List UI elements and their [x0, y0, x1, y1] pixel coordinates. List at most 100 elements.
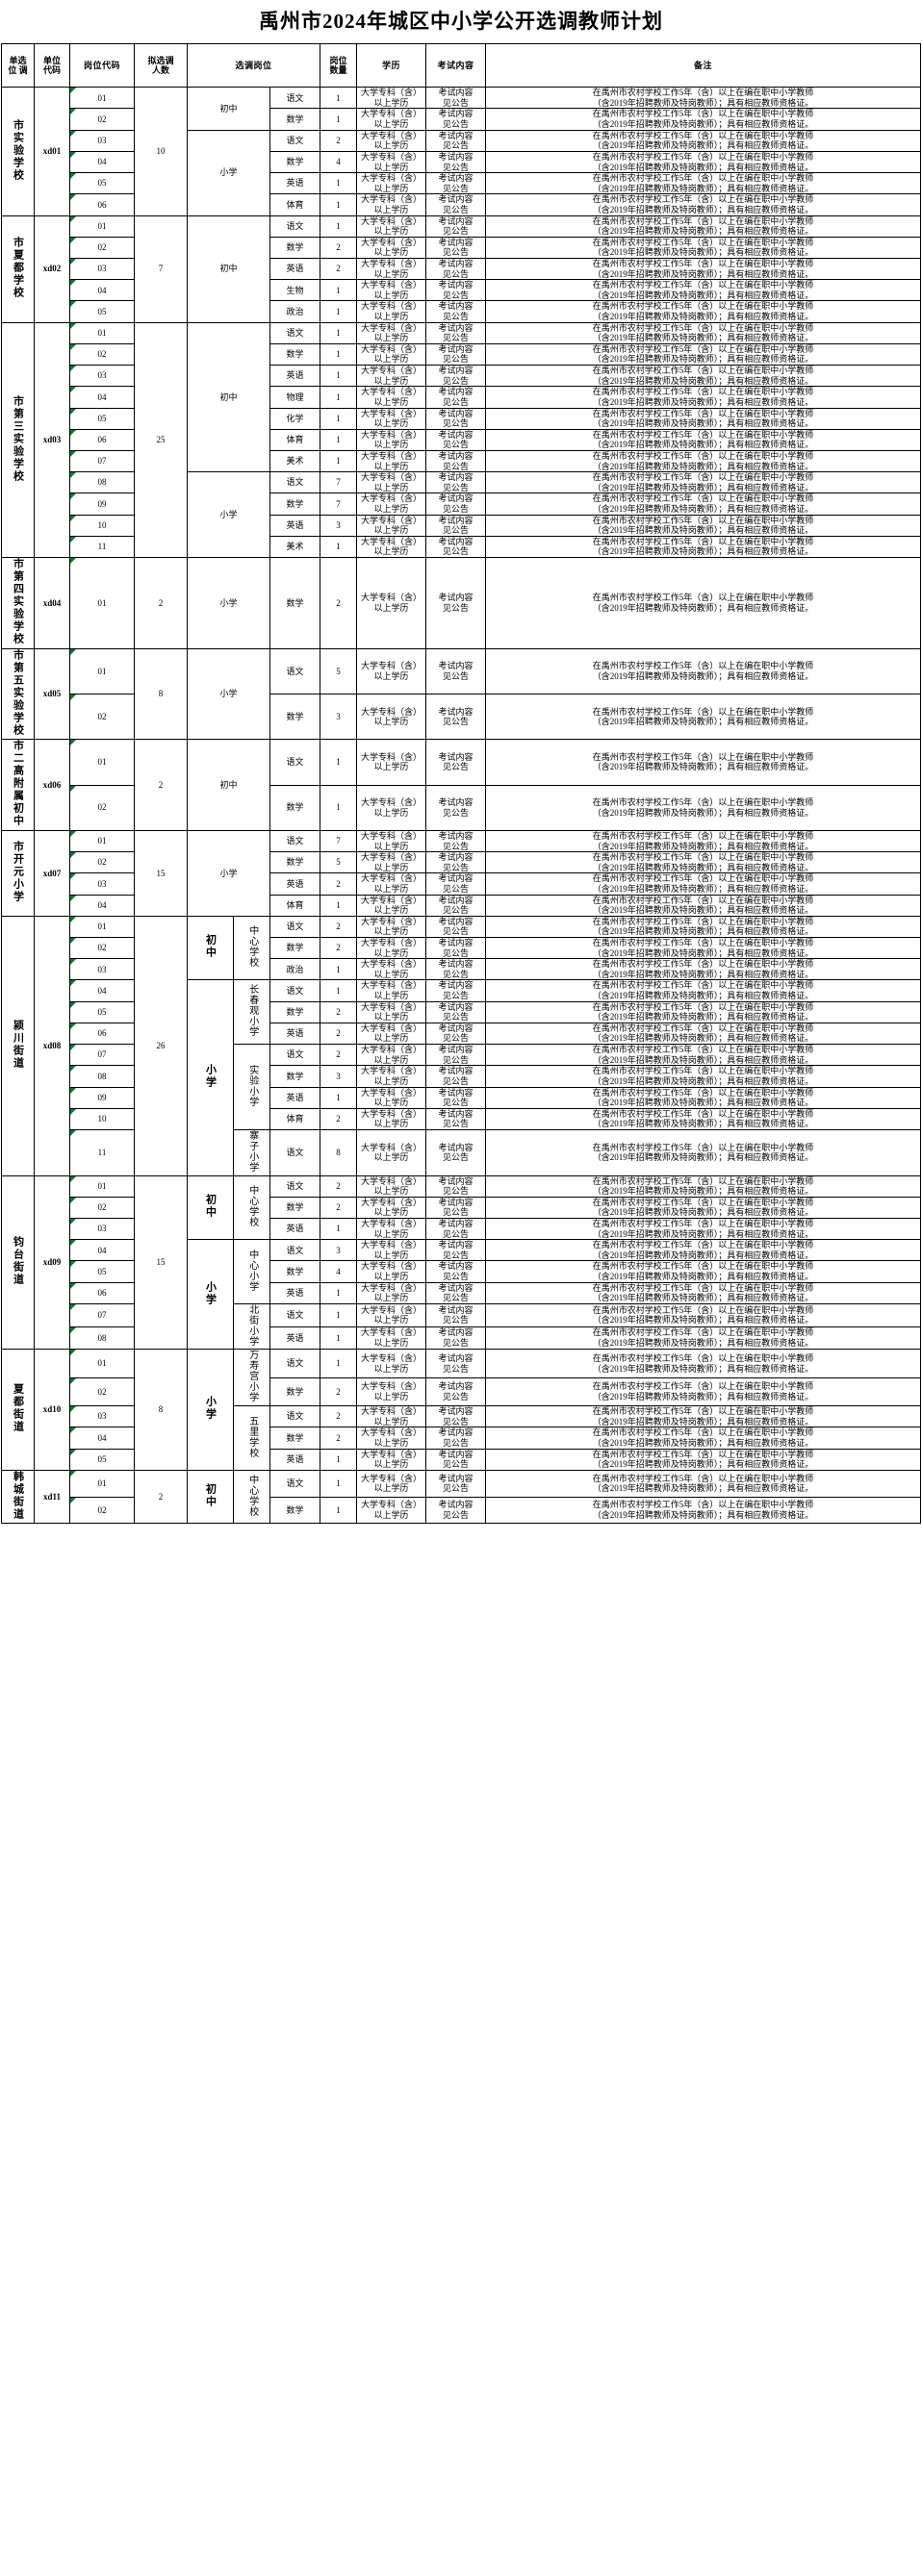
stage-cell: 初中 — [187, 1469, 234, 1525]
subject-cell: 数学 — [269, 108, 320, 131]
exam-content-cell: 考试内容 见公告 — [425, 1448, 486, 1471]
vertical-text: 中心学校 — [246, 925, 258, 969]
exam-content-cell: 考试内容 见公告 — [425, 428, 486, 451]
post-count-cell: 1 — [320, 535, 357, 559]
table-row: 03 政治 1 大学专科（含） 以上学历 考试内容 见公告 在禹州市农村学校工作5年（含）以上… — [2, 958, 921, 981]
subject-cell: 数学 — [269, 936, 320, 960]
education-l1: 大学专科（含） — [360, 237, 422, 247]
education-l1: 大学专科（含） — [360, 88, 422, 98]
table-row: 04 小学 中心小学 语文 3 大学专科（含） 以上学历 考试内容 见公告 在禹州市农村学校工作5… — [2, 1239, 921, 1351]
remark-l1: 在禹州市农村学校工作5年（含）以上在编在职中小学教师 — [592, 1045, 814, 1055]
vertical-text: 初中 — [204, 1194, 217, 1220]
remark-l1: 在禹州市农村学校工作5年（含）以上在编在职中小学教师 — [592, 1142, 814, 1152]
exam-content-cell: 考试内容 见公告 — [425, 1086, 486, 1109]
exam-l1: 考试内容 — [438, 1473, 474, 1483]
vertical-text: 中心学校 — [246, 1474, 258, 1517]
planned-count-cell: 15 — [134, 829, 188, 917]
education-cell: 大学专科（含） 以上学历 — [356, 342, 426, 366]
sub-school-cell: 长春观小学 — [233, 979, 270, 1046]
education-l2: 以上学历 — [373, 140, 409, 151]
remark-cell: 在禹州市农村学校工作5年（含）以上在编在职中小学教师 （含2019年招聘教师及特岗… — [485, 342, 921, 366]
education-l1: 大学专科（含） — [360, 343, 422, 354]
exam-l1: 考试内容 — [438, 1108, 474, 1119]
unit-code-cell: xd05 — [34, 647, 70, 741]
subject-cell: 数学 — [269, 1496, 320, 1525]
education-l2: 以上学历 — [373, 1152, 409, 1163]
education-l2: 以上学历 — [373, 97, 409, 108]
unit-code-cell: xd11 — [34, 1469, 70, 1525]
exam-content-cell: 考试内容 见公告 — [425, 851, 486, 874]
table-row: 03 英语 1 大学专科（含） 以上学历 考试内容 见公告 在禹州市农村学校工作5年（含）以上… — [2, 365, 921, 388]
exam-l1: 考试内容 — [438, 1406, 474, 1417]
education-l2: 以上学历 — [373, 602, 409, 613]
unit-code-cell: xd07 — [34, 829, 70, 917]
education-l2: 以上学历 — [373, 926, 409, 937]
exam-l1: 考试内容 — [438, 1282, 474, 1293]
remark-l1: 在禹州市农村学校工作5年（含）以上在编在职中小学教师 — [592, 706, 814, 717]
exam-l2: 见公告 — [442, 1054, 469, 1065]
education-cell: 大学专科（含） 以上学历 — [356, 1086, 426, 1109]
remark-l1: 在禹州市农村学校工作5年（含）以上在编在职中小学教师 — [592, 366, 814, 376]
education-cell: 大学专科（含） 以上学历 — [356, 428, 426, 451]
education-l2: 以上学历 — [373, 1315, 409, 1326]
remark-l1: 在禹州市农村学校工作5年（含）以上在编在职中小学教师 — [592, 593, 814, 603]
exam-l2: 见公告 — [442, 717, 469, 727]
education-cell: 大学专科（含） 以上学历 — [356, 108, 426, 131]
exam-content-cell: 考试内容 见公告 — [425, 386, 486, 409]
remark-cell: 在禹州市农村学校工作5年（含）以上在编在职中小学教师 （含2019年招聘教师及特岗… — [485, 1496, 921, 1525]
remark-l1: 在禹州市农村学校工作5年（含）以上在编在职中小学教师 — [592, 873, 814, 884]
vertical-text: 五里学校 — [246, 1415, 258, 1458]
education-cell: 大学专科（含） 以上学历 — [356, 365, 426, 388]
remark-l2: （含2019年招聘教师及特岗教师）；具有相应教师资格证。 — [592, 268, 814, 279]
post-count-cell: 1 — [320, 1302, 357, 1327]
table-row: 05 化学 1 大学专科（含） 以上学历 考试内容 见公告 在禹州市农村学校工作5年（含）以上… — [2, 407, 921, 430]
remark-cell: 在禹州市农村学校工作5年（含）以上在编在职中小学教师 （含2019年招聘教师及特岗… — [485, 1405, 921, 1428]
education-cell: 大学专科（含） 以上学历 — [356, 936, 426, 960]
exam-l1: 考试内容 — [438, 130, 474, 140]
education-l1: 大学专科（含） — [360, 1282, 422, 1293]
post-count-cell: 2 — [320, 1022, 357, 1046]
remark-cell: 在禹州市农村学校工作5年（含）以上在编在职中小学教师 （含2019年招聘教师及特岗… — [485, 1326, 921, 1351]
exam-content-cell: 考试内容 见公告 — [425, 300, 486, 323]
exam-content-cell: 考试内容 见公告 — [425, 257, 486, 281]
remark-l1: 在禹州市农村学校工作5年（含）以上在编在职中小学教师 — [592, 1406, 814, 1417]
education-l2: 以上学历 — [373, 1207, 409, 1218]
table-row: 02 数学 2 大学专科（含） 以上学历 考试内容 见公告 在禹州市农村学校工作5年（含）以上… — [2, 236, 921, 260]
remark-l2: （含2019年招聘教师及特岗教师）；具有相应教师资格证。 — [592, 183, 814, 193]
subject-cell: 数学 — [269, 693, 320, 741]
remark-cell: 在禹州市农村学校工作5年（含）以上在编在职中小学教师 （含2019年招聘教师及特岗… — [485, 1349, 921, 1378]
education-l1: 大学专科（含） — [360, 259, 422, 268]
education-l2: 以上学历 — [373, 418, 409, 429]
table-row: 07 北街小学 语文 1 大学专科（含） 以上学历 考试内容 见公告 在禹州市农村学校工作5年（… — [2, 1302, 921, 1351]
remark-l2: （含2019年招聘教师及特岗教师）；具有相应教师资格证。 — [592, 1098, 814, 1108]
remark-l2: （含2019年招聘教师及特岗教师）；具有相应教师资格证。 — [592, 1186, 814, 1197]
education-l1: 大学专科（含） — [360, 109, 422, 119]
remark-l2: （含2019年招聘教师及特岗教师）；具有相应教师资格证。 — [592, 926, 814, 937]
vertical-text: 小学 — [204, 1280, 217, 1306]
remark-l2: （含2019年招聘教师及特岗教师）；具有相应教师资格证。 — [592, 717, 814, 727]
education-cell: 大学专科（含） 以上学历 — [356, 87, 426, 110]
table-row: 市二高附属初中 xd06 01 2 初中 语文 1 大学专科（含） 以上学历 考试内容 见公告 在禹州… — [1, 739, 921, 831]
vertical-text: 小学 — [204, 1064, 217, 1090]
remark-cell: 在禹州市农村学校工作5年（含）以上在编在职中小学教师 （含2019年招聘教师及特岗… — [485, 557, 921, 649]
subject-cell: 语文 — [269, 1405, 320, 1428]
exam-l1: 考试内容 — [438, 661, 474, 671]
remark-l1: 在禹州市农村学校工作5年（含）以上在编在职中小学教师 — [592, 916, 814, 926]
vertical-text: 夏都街道 — [12, 1383, 24, 1434]
education-cell: 大学专科（含） 以上学历 — [356, 300, 426, 323]
education-cell: 大学专科（含） 以上学历 — [356, 958, 426, 981]
remark-l1: 在禹州市农村学校工作5年（含）以上在编在职中小学教师 — [592, 661, 814, 671]
exam-l1: 考试内容 — [438, 1087, 474, 1098]
table-row: 10 体育 2 大学专科（含） 以上学历 考试内容 见公告 在禹州市农村学校工作5年（含）以上… — [2, 1107, 921, 1130]
remark-cell: 在禹州市农村学校工作5年（含）以上在编在职中小学教师 （含2019年招聘教师及特岗… — [485, 1044, 921, 1067]
vertical-text: 市夏都学校 — [12, 236, 24, 299]
remark-cell: 在禹州市农村学校工作5年（含）以上在编在职中小学教师 （含2019年招聘教师及特岗… — [485, 1217, 921, 1241]
remark-l2: （含2019年招聘教师及特岗教师）；具有相应教师资格证。 — [592, 807, 814, 818]
exam-content-cell: 考试内容 见公告 — [425, 1281, 486, 1304]
vertical-text: 初中 — [204, 1482, 217, 1508]
education-cell: 大学专科（含） 以上学历 — [356, 829, 426, 853]
col-header-unit-code: 单位 代码 — [34, 43, 70, 88]
exam-l1: 考试内容 — [438, 1381, 474, 1392]
education-l1: 大学专科（含） — [360, 1406, 422, 1417]
remark-l2: （含2019年招聘教师及特岗教师）；具有相应教师资格证。 — [592, 1119, 814, 1129]
